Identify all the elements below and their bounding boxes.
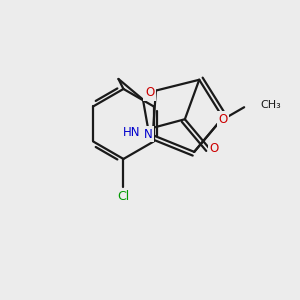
Text: Cl: Cl <box>117 190 130 203</box>
Text: O: O <box>145 86 154 99</box>
Text: CH₃: CH₃ <box>260 100 281 110</box>
Text: O: O <box>210 142 219 155</box>
Text: O: O <box>218 113 227 126</box>
Text: HN: HN <box>123 126 140 139</box>
Text: N: N <box>143 128 152 141</box>
